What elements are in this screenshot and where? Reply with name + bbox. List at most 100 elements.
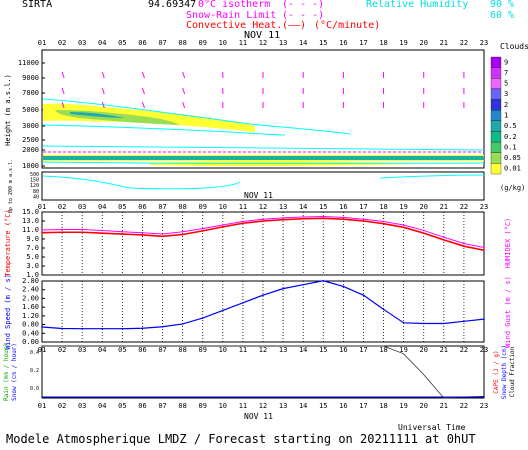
bottom-hour-tick: 19 [399,402,407,410]
bottom-hour-tick: 23 [480,402,488,410]
cloud-band-high-peak [70,112,125,118]
temp-hour-tick: 12 [259,203,267,211]
temp-hour-tick: 20 [420,203,428,211]
top-hour-tick: 05 [118,39,126,47]
temp-hour-tick: 17 [359,203,367,211]
temp-hour-tick: 13 [279,203,287,211]
wind-speed-line-point [222,309,224,312]
humidex-line-point [382,220,385,223]
temperature-line-point [402,226,405,229]
humidex-line-point [463,242,465,245]
top-hour-tick: 23 [480,39,488,47]
temperature-line-point [121,233,124,235]
rain-hour-tick: 04 [98,346,106,354]
humidex-line-point [402,224,405,226]
rain-hour-tick: 12 [259,346,267,354]
rain-hour-tick: 21 [440,346,448,354]
humidex-line-point [81,228,83,231]
snow-axis-title: Snow (cm / hour) [11,343,18,401]
temp-axis-title: Temperature (°C) [4,209,12,276]
wind-speed-line-point [362,294,365,296]
rh-contour-line [42,175,241,190]
top-hour-tick: 14 [299,39,307,47]
humidex-line-point [181,231,184,233]
temperature-line-point [141,234,144,236]
wind-barb [141,87,145,95]
bottom-hour-tick: 10 [219,402,227,410]
top-hour-tick: 09 [199,39,207,47]
temp-hour-tick: 10 [219,203,227,211]
rh-label: Relative Humidity [366,0,469,10]
low-height-tick: 500 [30,172,39,178]
wind-speed-line-point [322,279,325,282]
top-hour-tick: 12 [259,39,267,47]
rain-hour-tick: 13 [279,346,287,354]
temp-hour-tick: 09 [199,203,207,211]
rh-contour-line [42,124,286,136]
panel-frame-low [41,171,485,201]
colorbar-tick: 2 [504,101,508,109]
height-tick: 9000 [22,74,39,82]
temperature-line-point [222,226,224,228]
temperature-line-point [201,230,204,232]
top-hour-tick: 22 [460,39,468,47]
temp-tick: 9.0 [26,235,39,243]
humidex-line-point [262,218,264,220]
low-height-tick: 80 [33,189,39,195]
wind-speed-line-point [382,308,385,311]
height-tick: 3000 [22,122,39,130]
top-hour-tick: 20 [420,39,428,47]
temp-hour-tick: 15 [319,203,327,211]
bottom-hour-tick: 16 [339,402,347,410]
wind-barb [61,87,65,95]
temperature-line-point [483,249,485,252]
temp-tick: 13.0 [22,217,39,225]
wind-speed-line-point [61,327,63,330]
convective-key: (——) [282,20,307,31]
wind-barb [101,101,105,109]
wind-speed-line-point [443,322,445,325]
rh-contour-line [42,145,485,151]
colorbar-segment [490,152,502,164]
height-axis-title: Height (m a.s.l.) [4,74,12,146]
humidex-line-point [121,231,124,233]
rain-hour-tick: 14 [299,346,307,354]
wind-axis-title: Wind Speed (m / s) [4,274,12,350]
temperature-line-point [342,218,345,220]
colorbar-segment [490,67,502,79]
top-hour-tick: 03 [78,39,86,47]
humidex-line-point [302,216,304,218]
bottom-hour-tick: 12 [259,402,267,410]
station-name: SIRTA [22,0,53,10]
bottom-hour-tick: 21 [440,402,448,410]
temp-hour-tick: 07 [158,203,166,211]
low-height-tick: 120 [30,183,39,189]
temp-hour-tick: 06 [138,203,146,211]
bottom-hour-tick: 07 [158,402,166,410]
colorbar-tick: 9 [504,58,508,66]
footer-title: Modele Atmospherique LMDZ / Forecast sta… [6,432,476,446]
colorbar-segment [490,131,502,143]
low-height-tick: 40 [33,194,39,200]
colorbar-segment [490,120,502,132]
temperature-line-point [382,222,385,225]
temp-hour-tick: 19 [399,203,407,211]
humidex-line-point [141,231,144,234]
temp-hour-tick: 16 [339,203,347,211]
wind-tick: 1.20 [22,312,39,320]
rain-hour-tick: 02 [58,346,66,354]
colorbar-segment [490,88,502,100]
bottom-hour-tick: 15 [319,402,327,410]
wind-barb [101,87,105,95]
temp-tick: 11.0 [22,226,39,234]
humidex-line-point [161,233,164,235]
colorbar-segment [490,110,502,121]
isotherm-key: (- - -) [282,0,325,10]
top-hour-tick: 11 [239,39,247,47]
humidex-line-point [322,215,325,218]
colorbar-unit: (g/kg) [500,184,525,192]
rain-hour-tick: 10 [219,346,227,354]
temp-hour-tick: 04 [98,203,106,211]
humidex-axis-title: HUMIDEX (°C) [504,218,512,269]
